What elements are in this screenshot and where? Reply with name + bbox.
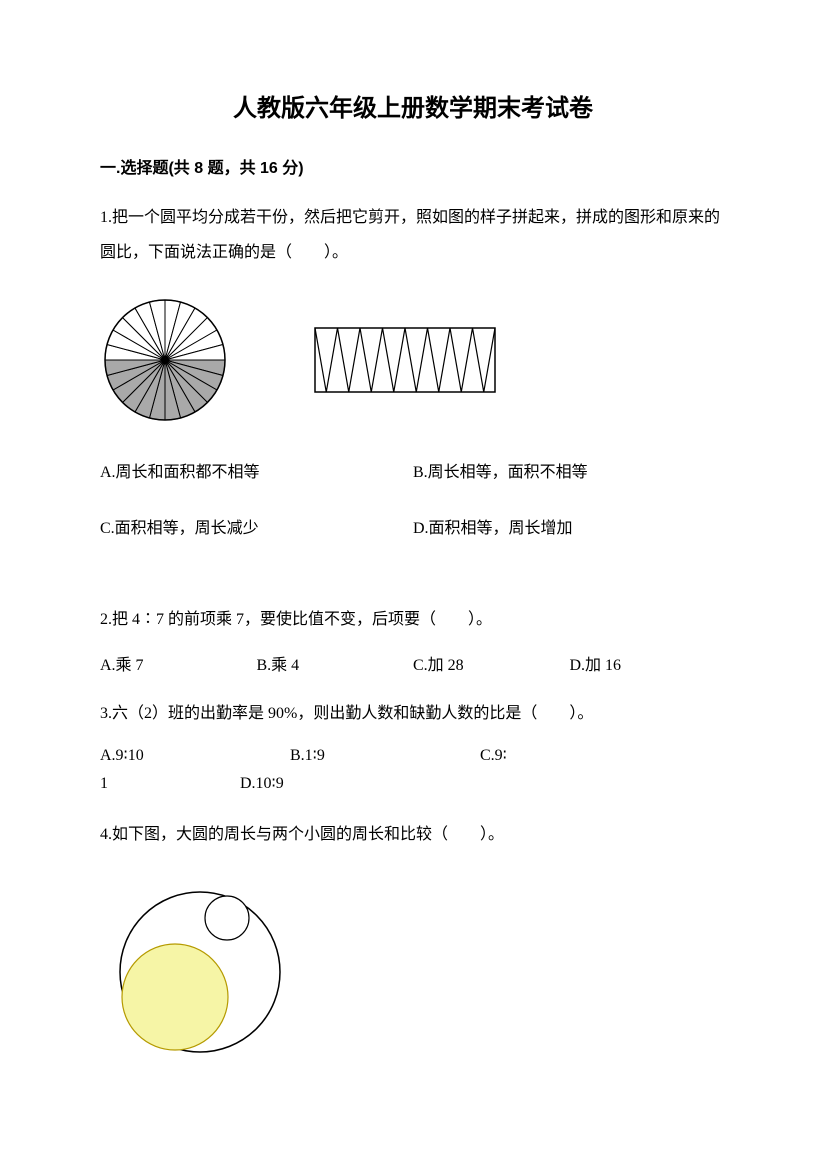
- q1-option-d: D.面积相等，周长增加: [413, 516, 726, 542]
- q2-options: A.乘 7 B.乘 4 C.加 28 D.加 16: [100, 653, 726, 679]
- q3-option-d: D.10∶9: [240, 770, 284, 799]
- section-header: 一.选择题(共 8 题，共 16 分): [100, 156, 726, 182]
- question-3-text: 3.六（2）班的出勤率是 90%，则出勤人数和缺勤人数的比是（ ）。: [100, 696, 726, 731]
- question-4-text: 4.如下图，大圆的周长与两个小圆的周长和比较（ ）。: [100, 817, 726, 852]
- q3-option-a: A.9∶10: [100, 742, 290, 771]
- q1-option-a: A.周长和面积都不相等: [100, 460, 413, 486]
- q2-option-c: C.加 28: [413, 653, 570, 679]
- q1-option-c: C.面积相等，周长减少: [100, 516, 413, 542]
- q1-circle-diagram: [100, 295, 230, 425]
- q3-option-b: B.1∶9: [290, 742, 480, 771]
- q1-option-b: B.周长相等，面积不相等: [413, 460, 726, 486]
- q1-figures: [100, 295, 726, 425]
- question-2-text: 2.把 4∶7 的前项乘 7，要使比值不变，后项要（ ）。: [100, 602, 726, 637]
- q4-figure: [100, 882, 726, 1062]
- q1-options: A.周长和面积都不相等 B.周长相等，面积不相等 C.面积相等，周长减少 D.面…: [100, 460, 726, 571]
- q2-option-b: B.乘 4: [257, 653, 414, 679]
- q4-circles-diagram: [100, 882, 300, 1062]
- q1-rectangle-diagram: [310, 323, 500, 397]
- q3-option-c: C.9∶: [480, 742, 507, 771]
- q2-option-a: A.乘 7: [100, 653, 257, 679]
- question-1-text: 1.把一个圆平均分成若干份，然后把它剪开，照如图的样子拼起来，拼成的图形和原来的…: [100, 200, 726, 270]
- page-title: 人教版六年级上册数学期末考试卷: [100, 90, 726, 128]
- q2-option-d: D.加 16: [570, 653, 727, 679]
- q3-options: A.9∶10B.1∶9C.9∶1D.10∶9: [100, 742, 726, 800]
